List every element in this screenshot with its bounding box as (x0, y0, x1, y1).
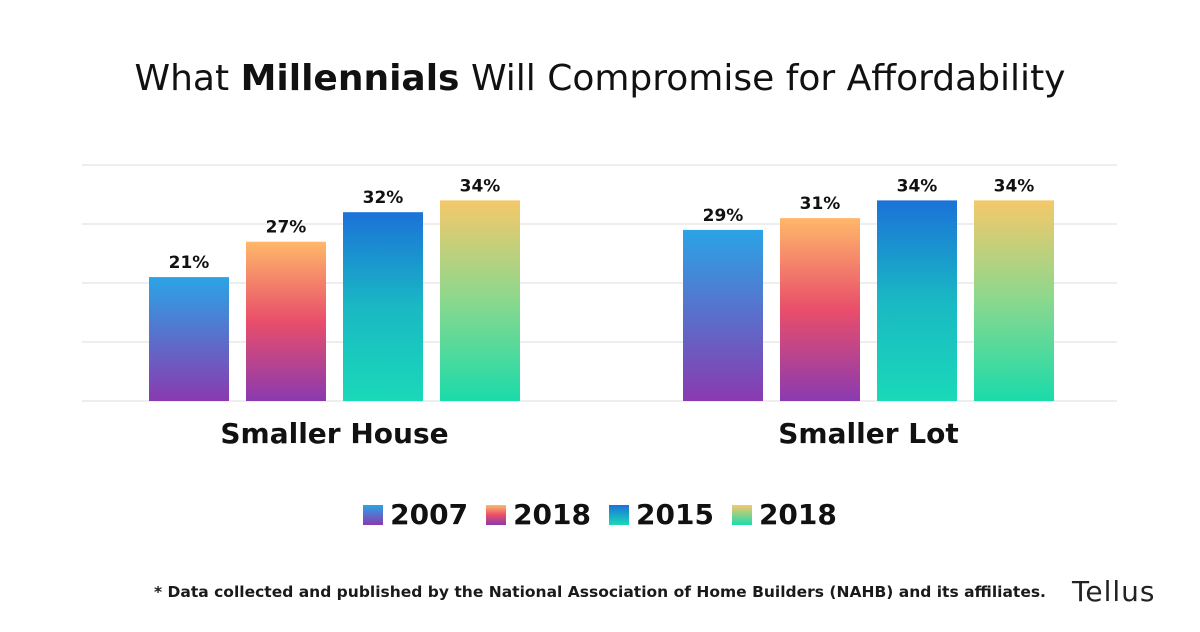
title-suffix: Will Compromise for Affordability (470, 58, 1066, 99)
legend-swatch-3 (609, 504, 629, 525)
bar-smaller-lot-series-1 (683, 229, 763, 401)
data-label: 34% (994, 176, 1035, 196)
legend-swatch-4 (731, 504, 752, 525)
chart-title: What Millennials Will Compromise for Aff… (0, 58, 1200, 99)
legend-item-4: 2018 (731, 498, 837, 531)
legend-label-3: 2015 (636, 498, 714, 531)
legend-item-3: 2015 (609, 498, 714, 531)
category-label: Smaller Lot (778, 417, 958, 450)
data-label: 21% (169, 253, 210, 273)
data-label: 29% (703, 206, 744, 226)
bar-smaller-house-series-1 (149, 277, 229, 401)
legend-item-1: 2007 (363, 498, 468, 531)
bar-smaller-lot-series-3 (877, 200, 957, 401)
bar-smaller-house-series-2 (246, 241, 326, 401)
data-label: 31% (800, 194, 841, 214)
legend: 2007 2018 2015 2018 (0, 498, 1200, 531)
legend-swatch-1 (363, 504, 384, 525)
bar-smaller-house-series-4 (440, 200, 520, 401)
tellus-logo: Tellus (1072, 575, 1156, 608)
data-label: 32% (363, 188, 404, 208)
bar-smaller-house-series-3 (343, 212, 423, 401)
title-bold: Millennials (240, 58, 460, 99)
legend-swatch-2 (486, 504, 507, 525)
legend-item-2: 2018 (486, 498, 591, 531)
footnote: * Data collected and published by the Na… (154, 583, 1046, 601)
bar-chart: 21% 27% 32% 34% 29% 31% 34% 34% Smaller House Sm… (82, 164, 1117, 450)
data-label: 34% (460, 176, 501, 196)
legend-label-4: 2018 (758, 498, 837, 531)
bar-smaller-lot-series-2 (780, 218, 860, 401)
bar-smaller-lot-series-4 (974, 200, 1054, 401)
legend-label-1: 2007 (390, 498, 469, 531)
data-label: 34% (897, 176, 938, 196)
title-prefix: What (134, 58, 230, 99)
category-label: Smaller House (220, 417, 448, 450)
data-label: 27% (266, 218, 307, 238)
legend-label-2: 2018 (513, 498, 591, 531)
